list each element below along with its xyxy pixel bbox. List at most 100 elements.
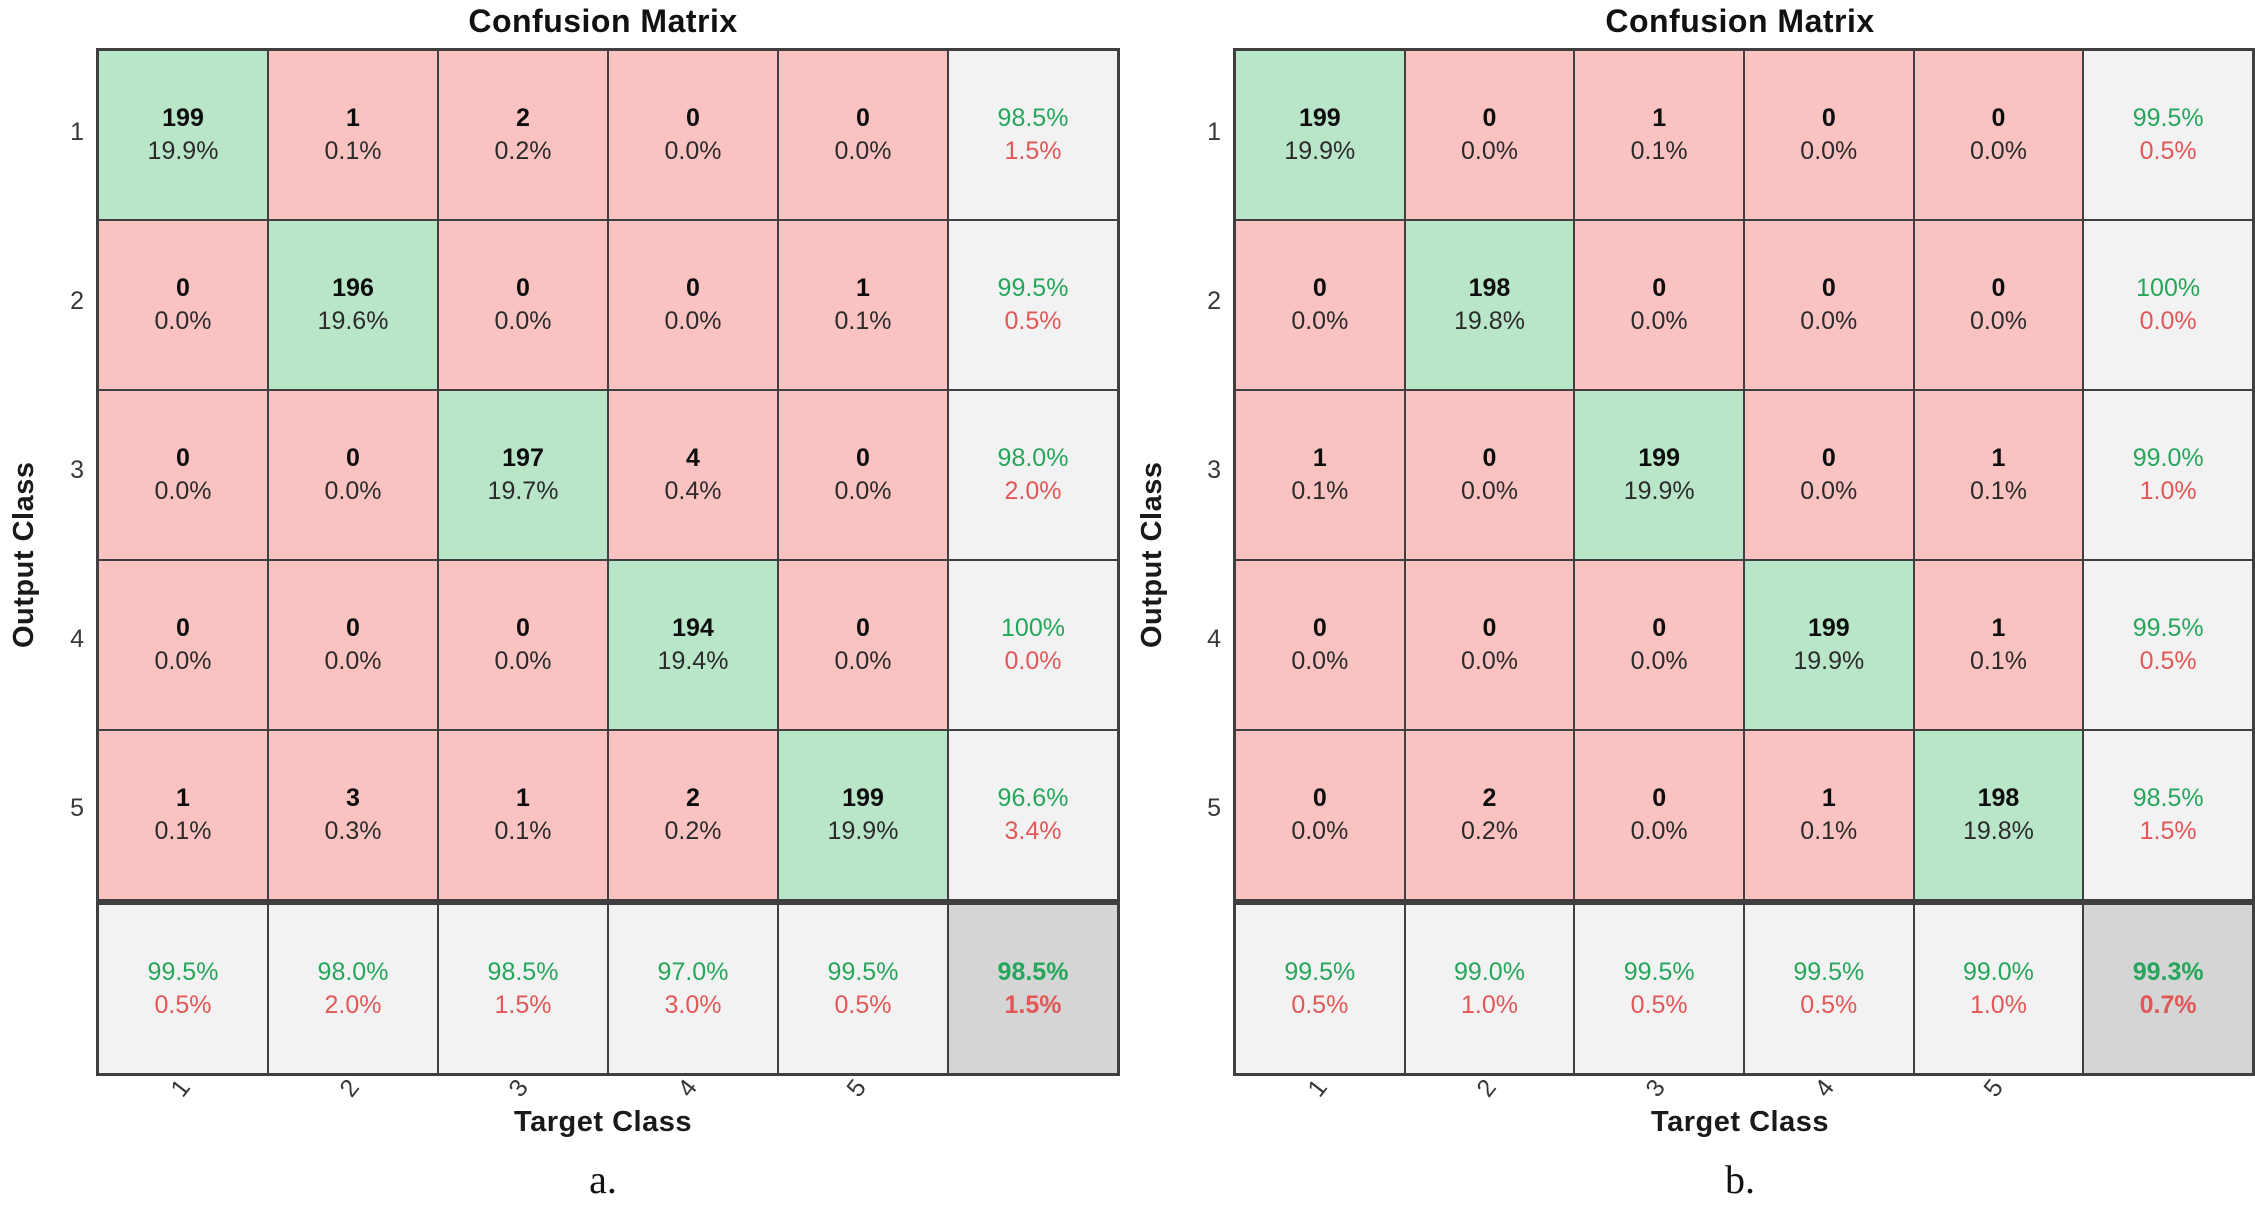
cell-count: 196 (332, 274, 374, 302)
cell-percent: 0.1% (494, 817, 552, 845)
matrix-cell-r3c2: 0 0.0% (267, 389, 439, 561)
cell-count: 1 (1991, 614, 2006, 642)
matrix-row: 199 19.9% 0 0.0% 1 0.1% 0 0.0% 0 0.0% 99.5% 0.5% (1233, 48, 2255, 221)
summary-percent-good: 98.0% (997, 444, 1069, 472)
matrix-cell-r1c2: 1 0.1% (267, 48, 439, 221)
row-summary-cell-5: 98.5% 1.5% (2082, 729, 2255, 903)
matrix-cell-r5c4: 1 0.1% (1742, 729, 1915, 903)
cell-count: 0 (516, 614, 530, 642)
matrix-cell-r4c5: 0 0.0% (777, 559, 949, 731)
summary-percent-good: 99.5% (2132, 104, 2204, 132)
cell-percent: 0.0% (1800, 137, 1858, 165)
cell-count: 0 (176, 614, 190, 642)
summary-percent-bad: 0.5% (2139, 137, 2197, 165)
cell-percent: 0.3% (324, 817, 382, 845)
matrix-cell-r3c2: 0 0.0% (1403, 389, 1576, 561)
cell-percent: 19.8% (1454, 307, 1525, 335)
matrix-row: 0 0.0% 0 0.0% 0 0.0% 194 19.4% 0 0.0% 100% 0.0% (96, 559, 1120, 731)
col-summary-cell-5: 99.0% 1.0% (1912, 899, 2085, 1076)
row-summary-cell-1: 98.5% 1.5% (947, 48, 1120, 221)
tick-cell: 2 (265, 1066, 434, 1110)
cell-count: 0 (346, 444, 360, 472)
matrix-cell-r5c2: 2 0.2% (1403, 729, 1576, 903)
cell-percent: 19.9% (1793, 647, 1865, 675)
cell-percent: 0.0% (1460, 137, 1518, 165)
chart-title: Confusion Matrix (468, 3, 738, 39)
cell-count: 197 (502, 444, 544, 472)
cell-count: 0 (1821, 274, 1836, 302)
x-tick-label: 5 (840, 1073, 872, 1102)
cell-percent: 0.0% (154, 477, 212, 505)
cell-count: 199 (162, 104, 204, 132)
matrix-cell-r2c5: 1 0.1% (777, 219, 949, 391)
cell-count: 0 (516, 274, 530, 302)
matrix-cell-r5c3: 0 0.0% (1573, 729, 1745, 903)
summary-percent-bad: 0.5% (2139, 647, 2197, 675)
summary-percent-bad: 0.0% (2139, 307, 2197, 335)
matrix-cell-r4c3: 0 0.0% (437, 559, 609, 731)
cell-percent: 0.0% (834, 137, 892, 165)
matrix-row: 0 0.0% 198 19.8% 0 0.0% 0 0.0% 0 0.0% 100% 0.0% (1233, 219, 2255, 391)
overall-percent-bad: 1.5% (1004, 991, 1062, 1019)
cell-count: 198 (1468, 274, 1511, 302)
cell-count: 2 (686, 784, 700, 812)
cell-percent: 0.0% (834, 647, 892, 675)
matrix-cell-r2c2: 196 19.6% (267, 219, 439, 391)
col-summary-cell-1: 99.5% 0.5% (1233, 899, 1406, 1076)
cell-count: 2 (1482, 784, 1497, 812)
y-tick-label: 4 (1207, 625, 1221, 653)
matrix-cell-r4c5: 1 0.1% (1912, 559, 2085, 731)
summary-percent-bad: 2.0% (324, 991, 382, 1019)
row-labels: 1 2 3 4 5 (1177, 48, 1221, 893)
y-tick-label: 4 (70, 625, 84, 653)
matrix-row: 0 0.0% 196 19.6% 0 0.0% 0 0.0% 1 0.1% 99.5% 0.5% (96, 219, 1120, 391)
col-summary-cell-3: 99.5% 0.5% (1573, 899, 1745, 1076)
cell-count: 1 (1821, 784, 1836, 812)
y-tick-label: 2 (70, 287, 84, 315)
cell-percent: 0.1% (834, 307, 892, 335)
matrix-cell-r1c2: 0 0.0% (1403, 48, 1576, 221)
summary-percent-bad: 1.0% (2139, 477, 2197, 505)
summary-percent-bad: 0.5% (834, 991, 892, 1019)
cell-count: 0 (1482, 614, 1497, 642)
col-summary-cell-5: 99.5% 0.5% (777, 899, 949, 1076)
panel-caption: b. (1725, 1157, 1755, 1202)
cell-percent: 19.9% (1284, 137, 1356, 165)
cell-percent: 19.4% (657, 647, 729, 675)
col-summary-cell-4: 99.5% 0.5% (1742, 899, 1915, 1076)
cell-count: 0 (686, 274, 700, 302)
cell-percent: 0.2% (494, 137, 552, 165)
cell-count: 1 (1991, 444, 2006, 472)
cell-percent: 0.0% (1460, 477, 1518, 505)
summary-percent-good: 99.5% (2132, 614, 2204, 642)
matrix-cell-r1c4: 0 0.0% (607, 48, 779, 221)
matrix-cell-r5c3: 1 0.1% (437, 729, 609, 903)
summary-percent-bad: 0.5% (1291, 991, 1349, 1019)
tick-cell: 3 (434, 1066, 603, 1110)
cell-count: 198 (1977, 784, 2020, 812)
x-tick-label: 3 (502, 1073, 534, 1102)
summary-percent-good: 98.5% (487, 958, 559, 986)
col-summary-cell-2: 98.0% 2.0% (267, 899, 439, 1076)
matrix-cell-r1c5: 0 0.0% (777, 48, 949, 221)
matrix-cell-r3c3: 197 19.7% (437, 389, 609, 561)
matrix-cell-r2c1: 0 0.0% (96, 219, 269, 391)
summary-percent-bad: 0.5% (1004, 307, 1062, 335)
summary-percent-bad: 0.0% (1004, 647, 1062, 675)
summary-percent-good: 98.0% (317, 958, 389, 986)
y-tick-label: 5 (70, 794, 84, 822)
matrix-cell-r3c4: 0 0.0% (1742, 389, 1915, 561)
tick-cell: 3 (1571, 1066, 1740, 1110)
cell-percent: 0.0% (494, 307, 552, 335)
cell-percent: 0.0% (1800, 307, 1858, 335)
summary-percent-good: 99.5% (1793, 958, 1865, 986)
x-tick-label: 3 (1639, 1073, 1671, 1102)
y-tick-label: 1 (1207, 118, 1221, 146)
summary-percent-bad: 3.4% (1004, 817, 1062, 845)
row-summary-cell-3: 98.0% 2.0% (947, 389, 1120, 561)
matrix-cell-r2c5: 0 0.0% (1912, 219, 2085, 391)
matrix-cell-r2c3: 0 0.0% (437, 219, 609, 391)
x-tick-label: 4 (1808, 1073, 1840, 1102)
summary-percent-bad: 3.0% (664, 991, 722, 1019)
